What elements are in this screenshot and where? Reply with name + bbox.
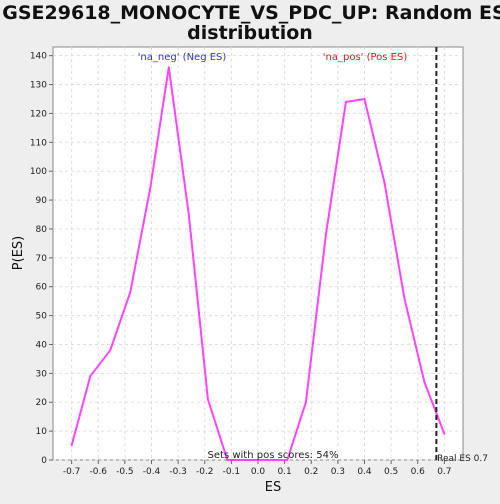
es-data-point <box>89 375 92 378</box>
y-tick-label: 20 <box>36 398 48 408</box>
y-tick-label: 140 <box>30 52 47 62</box>
x-tick-label: -0.1 <box>223 467 241 477</box>
axis-layer: -0.7 -0.6 -0.5 -0.4 -0.3 -0.2 -0.1 0.0 0.1 0.2 0.3… <box>30 52 452 477</box>
y-tick-label: 130 <box>30 81 47 91</box>
y-tick-label: 120 <box>30 109 47 119</box>
es-data-point <box>345 101 347 103</box>
neg-es-label: 'na_neg' (Neg ES) <box>138 52 227 63</box>
es-data-point <box>207 398 209 401</box>
es-data-point <box>305 401 307 404</box>
x-tick-label: 0.6 <box>411 467 426 477</box>
es-distribution-line <box>70 66 446 461</box>
es-data-point <box>286 459 289 461</box>
x-tick-label: 0.3 <box>331 467 345 477</box>
es-data-point <box>383 181 386 184</box>
es-data-point <box>129 291 132 294</box>
x-tick-label: 0.4 <box>357 467 372 477</box>
y-tick-label: 10 <box>36 427 48 437</box>
pos-scores-label: Sets with pos scores: 54% <box>208 450 339 461</box>
x-tick-label: 0.1 <box>277 467 291 477</box>
y-tick-label: 40 <box>36 340 48 350</box>
es-data-point <box>149 187 151 190</box>
y-tick-label: 110 <box>30 138 47 148</box>
es-data-point <box>187 213 190 216</box>
x-tick-label: -0.7 <box>63 467 81 477</box>
x-tick-label: 0.5 <box>384 467 398 477</box>
x-tick-label: -0.3 <box>169 467 187 477</box>
x-tick-label: 0.0 <box>251 467 266 477</box>
es-data-point <box>363 98 366 100</box>
es-data-point <box>443 433 446 435</box>
es-data-point <box>109 349 112 352</box>
x-tick-label: 0.7 <box>437 467 451 477</box>
y-tick-label: 80 <box>36 225 48 235</box>
x-axis-label: ES <box>265 480 281 495</box>
es-data-point <box>246 459 249 461</box>
y-tick-label: 60 <box>36 283 48 293</box>
es-data-point <box>423 381 426 383</box>
y-tick-label: 30 <box>36 369 48 379</box>
chart-title-line-1: GSE29618_MONOCYTE_VS_PDC_UP: Random ES <box>2 2 500 24</box>
es-data-point <box>70 444 73 447</box>
es-data-point <box>325 233 327 236</box>
series-layer <box>70 66 446 461</box>
x-tick-label: -0.5 <box>116 467 134 477</box>
y-axis-label: P(ES) <box>11 236 26 270</box>
x-tick-label: -0.6 <box>89 467 107 477</box>
y-tick-label: 70 <box>36 254 48 264</box>
y-tick-label: 90 <box>36 196 48 206</box>
es-data-point <box>403 297 406 300</box>
x-tick-label: -0.2 <box>196 467 214 477</box>
y-tick-label: 100 <box>30 167 47 177</box>
x-tick-label: 0.2 <box>304 467 318 477</box>
y-tick-label: 0 <box>41 456 47 466</box>
x-tick-label: -0.4 <box>143 467 161 477</box>
chart-title-line-2: distribution <box>187 22 313 44</box>
es-data-point <box>168 66 170 69</box>
real-es-label: Real ES 0.7 <box>437 454 488 464</box>
y-tick-label: 50 <box>36 312 48 322</box>
pos-es-label: 'na_pos' (Pos ES) <box>323 52 408 63</box>
es-data-point <box>226 459 229 461</box>
es-data-point <box>266 459 269 461</box>
